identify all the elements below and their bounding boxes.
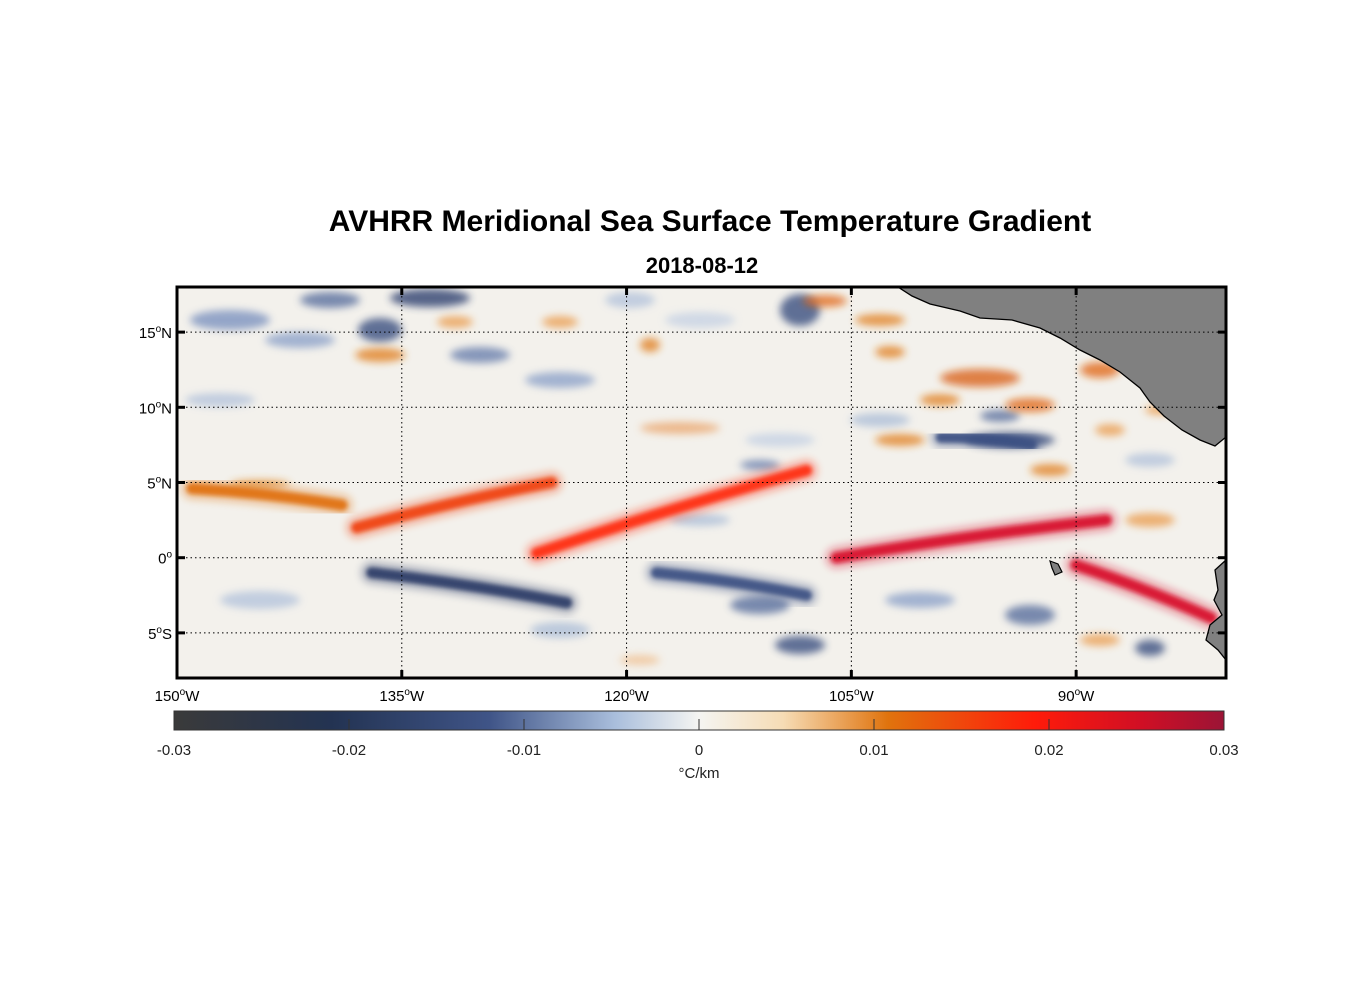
- colorbar-tick-label: -0.03: [157, 742, 191, 759]
- lat-label: 5oN: [147, 475, 172, 493]
- colorbar: -0.03 -0.02 -0.01 0 0.01 0.02 0.03 °C/km: [157, 710, 1239, 782]
- lat-label: 15oN: [139, 324, 172, 342]
- feature-equatorial-front-east: [825, 509, 1118, 569]
- feature-equatorial-front-west: [180, 477, 353, 517]
- feature-tiw-crest-1: [345, 471, 563, 539]
- lat-label: 10oN: [139, 399, 172, 417]
- feature-bands: [180, 426, 1223, 629]
- map-frame: [175, 285, 1228, 680]
- figure-date: 2018-08-12: [645, 253, 759, 278]
- land-masses: [895, 286, 1227, 662]
- feature-north-cold-band: [930, 426, 1043, 456]
- colorbar-tick-label: -0.01: [507, 742, 541, 759]
- lat-label: 0o: [158, 550, 172, 568]
- latitude-labels: 15oN 10oN 5oN 0o 5oS: [139, 324, 173, 643]
- south-america-land: [1205, 558, 1227, 662]
- colorbar-tick-label: 0.02: [1034, 742, 1063, 759]
- colorbar-unit-label: °C/km: [679, 765, 720, 782]
- feature-coastal-front: [1065, 554, 1223, 629]
- feature-tiw-crest-2: [525, 459, 818, 565]
- longitude-labels: 150oW 135oW 120oW 105oW 90oW: [155, 687, 1096, 705]
- colorbar-ticks: -0.03 -0.02 -0.01 0 0.01 0.02 0.03: [157, 719, 1239, 759]
- lon-label: 135oW: [379, 687, 425, 705]
- galapagos-islands: [1049, 560, 1063, 576]
- lat-label: 5oS: [148, 625, 172, 643]
- feature-south-cold-band-2: [645, 561, 818, 607]
- lon-label: 105oW: [829, 687, 875, 705]
- colorbar-tick-label: -0.02: [332, 742, 366, 759]
- colorbar-tick-label: 0.01: [859, 742, 888, 759]
- lon-label: 90oW: [1058, 687, 1095, 705]
- lon-label: 120oW: [604, 687, 650, 705]
- feature-south-cold-band-1: [360, 561, 578, 614]
- lon-label: 150oW: [155, 687, 201, 705]
- colorbar-tick-label: 0.03: [1209, 742, 1238, 759]
- figure-title: AVHRR Meridional Sea Surface Temperature…: [328, 205, 1092, 238]
- colorbar-tick-label: 0: [695, 742, 703, 759]
- central-america-land: [895, 286, 1227, 447]
